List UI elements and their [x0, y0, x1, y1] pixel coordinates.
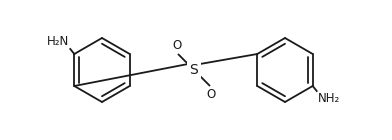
Text: O: O [172, 39, 181, 52]
Text: O: O [206, 88, 216, 101]
Text: S: S [190, 63, 198, 77]
Text: H₂N: H₂N [47, 35, 69, 48]
Text: NH₂: NH₂ [318, 92, 340, 105]
